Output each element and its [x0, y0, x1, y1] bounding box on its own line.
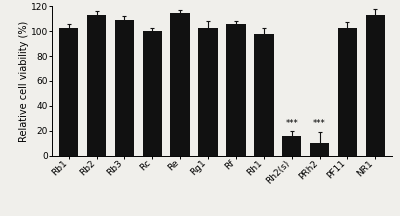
Bar	[87, 15, 106, 156]
Bar	[366, 15, 385, 156]
Bar	[310, 143, 329, 156]
Bar	[226, 24, 246, 156]
Bar	[170, 13, 190, 156]
Bar	[282, 136, 302, 156]
Bar	[198, 28, 218, 156]
Bar	[338, 28, 357, 156]
Text: ***: ***	[285, 119, 298, 128]
Bar	[142, 31, 162, 156]
Bar	[254, 34, 274, 156]
Y-axis label: Relative cell viability (%): Relative cell viability (%)	[19, 20, 29, 142]
Bar	[59, 28, 78, 156]
Bar	[115, 20, 134, 156]
Text: ***: ***	[313, 119, 326, 128]
